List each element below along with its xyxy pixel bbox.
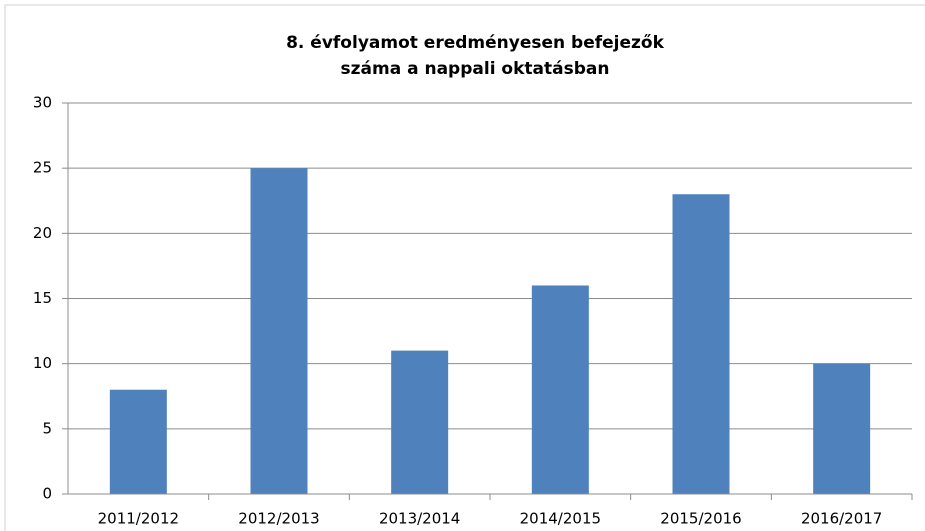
x-tick-label: 2016/2017 (801, 510, 882, 528)
x-tick-label: 2014/2015 (520, 510, 601, 528)
y-tick-label: 25 (33, 159, 52, 177)
y-tick-label: 5 (42, 419, 52, 437)
x-tick-label: 2012/2013 (238, 510, 319, 528)
y-tick-label: 20 (33, 224, 52, 242)
y-tick-label: 10 (33, 354, 52, 372)
x-tick-label: 2013/2014 (379, 510, 460, 528)
chart-frame (4, 4, 925, 531)
y-tick-label: 0 (42, 485, 52, 503)
y-tick-label: 15 (33, 289, 52, 307)
x-tick-label: 2011/2012 (98, 510, 179, 528)
bar (531, 285, 589, 494)
y-tick-label: 30 (33, 94, 52, 112)
bar (813, 363, 871, 494)
bar (109, 389, 167, 494)
bar (391, 350, 449, 494)
bar (672, 194, 730, 494)
bar (250, 168, 308, 494)
chart-title: 8. évfolyamot eredményesen befejezők szá… (286, 33, 664, 79)
x-tick-label: 2015/2016 (660, 510, 741, 528)
